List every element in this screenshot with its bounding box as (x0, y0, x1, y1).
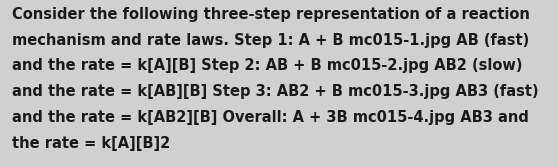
Text: the rate = k[A][B]2: the rate = k[A][B]2 (12, 136, 171, 151)
Text: and the rate = k[AB2][B] Overall: A + 3B mc015-4.jpg AB3 and: and the rate = k[AB2][B] Overall: A + 3B… (12, 110, 529, 125)
Text: and the rate = k[A][B] Step 2: AB + B mc015-2.jpg AB2 (slow): and the rate = k[A][B] Step 2: AB + B mc… (12, 58, 523, 73)
Text: mechanism and rate laws. Step 1: A + B mc015-1.jpg AB (fast): mechanism and rate laws. Step 1: A + B m… (12, 33, 530, 48)
Text: and the rate = k[AB][B] Step 3: AB2 + B mc015-3.jpg AB3 (fast): and the rate = k[AB][B] Step 3: AB2 + B … (12, 84, 539, 99)
Text: Consider the following three-step representation of a reaction: Consider the following three-step repres… (12, 7, 530, 22)
